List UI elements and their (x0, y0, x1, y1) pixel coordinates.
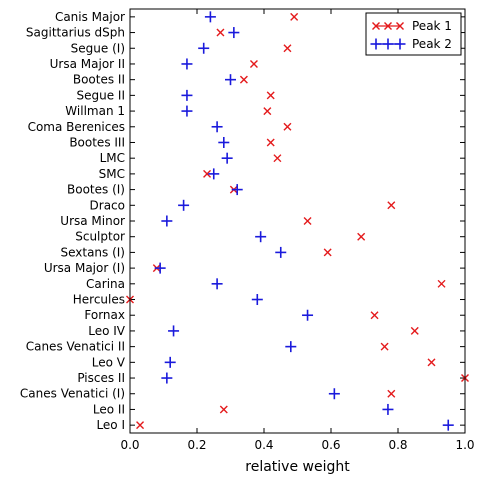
legend-label: Peak 2 (412, 37, 452, 51)
y-category-label: Bootes II (73, 73, 125, 87)
y-category-label: SMC (99, 167, 125, 181)
x-tick-label: 1.0 (455, 438, 474, 452)
peak1-point (323, 248, 332, 257)
y-category-label: LMC (100, 151, 125, 165)
x-tick-label: 0.0 (120, 438, 139, 452)
y-category-label: Carina (86, 277, 125, 291)
peak1-point (290, 12, 299, 21)
peak2-point (285, 341, 297, 353)
y-category-label: Coma Berenices (28, 120, 125, 134)
legend-box (365, 12, 462, 56)
legend-label: Peak 1 (412, 19, 452, 33)
y-category-label: Ursa Major (I) (44, 261, 125, 275)
y-category-label: Segue (I) (71, 41, 125, 55)
peak1-point (136, 421, 145, 430)
x-tick-label: 0.4 (254, 438, 273, 452)
peak2-point (251, 294, 263, 306)
peak1-point (437, 279, 446, 288)
y-category-label: Canis Major (55, 10, 125, 24)
peak2-point (181, 89, 193, 101)
y-category-label: Willman 1 (65, 104, 125, 118)
series-2 (154, 11, 454, 431)
peak2-point (181, 105, 193, 117)
peak2-point (225, 74, 236, 86)
peak2-point (164, 356, 176, 368)
x-tick-label: 0.6 (321, 438, 340, 452)
peak2-point (228, 27, 240, 39)
peak1-point (216, 28, 225, 37)
peak2-point (198, 42, 210, 54)
y-category-label: Sextans (I) (60, 245, 125, 259)
peak2-point (181, 58, 193, 70)
y-category-label: Segue II (77, 88, 126, 102)
peak2-point (161, 372, 173, 384)
peak2-point (275, 246, 287, 258)
peak1-point (273, 154, 282, 163)
y-category-label: Pisces II (77, 371, 125, 385)
peak1-point (370, 311, 379, 320)
peak1-point (357, 232, 366, 241)
legend-entry-2: Peak 2 (370, 37, 452, 51)
y-category-label: Sculptor (75, 230, 125, 244)
legend: Peak 1 Peak 2 (365, 12, 462, 56)
peak2-point (231, 184, 243, 196)
y-category-label: Hercules (73, 293, 125, 307)
peak1-point (266, 138, 275, 147)
peak2-point (302, 309, 314, 321)
peak1-point (410, 326, 419, 335)
peak1-point (387, 201, 396, 210)
peak2-point (218, 136, 230, 148)
peak1-point (427, 358, 436, 367)
peak1-point (380, 342, 389, 351)
legend-entry-1: Peak 1 (372, 19, 452, 33)
peak2-point (211, 121, 223, 133)
peak1-point (219, 405, 228, 414)
y-category-label: Canes Venatici (I) (20, 387, 125, 401)
plot-frame (129, 8, 466, 434)
y-category-label: Ursa Minor (60, 214, 125, 228)
peak1-point (283, 122, 292, 131)
peak2-point (255, 231, 267, 243)
y-category-label: Fornax (84, 308, 125, 322)
series-1 (126, 12, 469, 430)
peak1-point (249, 59, 258, 68)
peak2-point (211, 278, 223, 290)
peak2-point (154, 262, 166, 274)
peak1-point (283, 44, 292, 53)
y-category-label: Leo IV (88, 324, 126, 338)
peak2-point (442, 419, 454, 431)
data-marks (126, 11, 469, 431)
peak1-point (303, 217, 312, 225)
peak1-point (266, 91, 275, 100)
y-category-label: Ursa Major II (50, 57, 125, 71)
peak2-point (178, 199, 190, 211)
y-category-label: Leo V (92, 355, 126, 369)
y-category-label: Draco (90, 198, 125, 212)
peak2-point (161, 215, 173, 227)
x-tick-label: 0.8 (388, 438, 407, 452)
peak2-point (208, 168, 220, 180)
y-category-label: Leo I (96, 418, 125, 432)
x-axis-title: relative weight (245, 459, 350, 475)
peak2-point (382, 403, 394, 415)
peak1-point (263, 107, 272, 116)
peak2-point (204, 11, 216, 23)
peak2-point (168, 325, 180, 337)
peak2-point (221, 152, 233, 164)
x-tick-label: 0.2 (187, 438, 206, 452)
peak1-point (239, 75, 248, 84)
peak1-point (387, 389, 396, 398)
y-category-label: Canes Venatici II (26, 340, 125, 354)
y-category-label: Leo II (93, 402, 125, 416)
y-category-label: Bootes III (69, 135, 125, 149)
x-axis-ticks: 0.0 0.2 0.4 0.6 0.8 1.0 (120, 9, 475, 452)
y-category-label: Sagittarius dSph (26, 26, 125, 40)
y-category-label: Bootes (I) (67, 183, 125, 197)
peak1-point (203, 169, 212, 178)
peak2-point (328, 388, 340, 400)
